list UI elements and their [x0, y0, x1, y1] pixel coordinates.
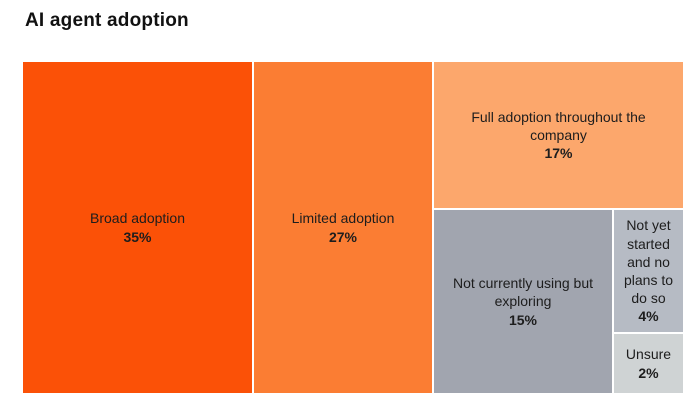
tile-label: Not currently using but exploring: [452, 275, 594, 310]
tile-label: Not yet started and no plans to do so: [623, 217, 674, 307]
treemap-tile-broad-adoption: Broad adoption 35%: [23, 62, 252, 393]
tile-label: Limited adoption: [291, 210, 395, 227]
tile-label: Unsure: [625, 346, 672, 363]
treemap-tile-unsure: Unsure 2%: [614, 334, 683, 393]
tile-percent: 15%: [508, 311, 538, 328]
tile-percent: 27%: [328, 228, 358, 245]
tile-percent: 35%: [123, 228, 152, 245]
tile-label: Full adoption throughout the company: [471, 108, 646, 143]
treemap-tile-not-currently-using: Not currently using but exploring 15%: [434, 210, 612, 393]
treemap-tile-full-adoption: Full adoption throughout the company 17%: [434, 62, 683, 208]
tile-label: Broad adoption: [90, 210, 185, 227]
chart-title: AI agent adoption: [25, 10, 189, 31]
treemap-chart: Broad adoption 35% Limited adoption 27% …: [23, 62, 683, 393]
tile-percent: 2%: [638, 364, 659, 381]
treemap-tile-not-yet-started: Not yet started and no plans to do so 4%: [614, 210, 683, 332]
treemap-tile-limited-adoption: Limited adoption 27%: [254, 62, 432, 393]
tile-percent: 4%: [638, 308, 659, 325]
tile-percent: 17%: [544, 145, 573, 162]
